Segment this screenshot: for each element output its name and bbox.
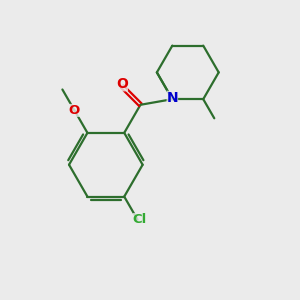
Text: N: N [167, 91, 178, 105]
Text: O: O [69, 104, 80, 117]
Text: O: O [116, 77, 128, 92]
Text: Cl: Cl [133, 213, 147, 226]
